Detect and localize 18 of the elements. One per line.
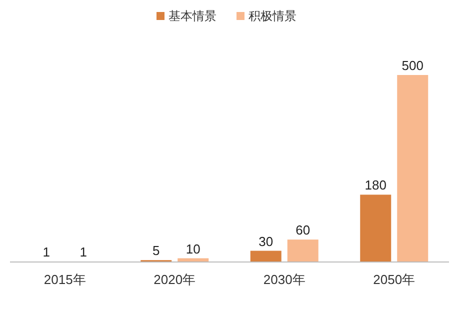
bar xyxy=(360,194,392,262)
legend-label: 基本情景 xyxy=(168,9,216,23)
data-label: 500 xyxy=(402,58,424,73)
x-tick-label: 2050年 xyxy=(373,272,416,287)
data-label: 180 xyxy=(364,178,386,193)
data-label: 5 xyxy=(152,243,160,258)
data-label: 10 xyxy=(186,241,200,256)
data-label: 1 xyxy=(80,244,87,260)
bar xyxy=(250,250,282,262)
data-label: 30 xyxy=(258,234,274,249)
x-tick-label: 2020年 xyxy=(154,272,196,287)
data-label: 1 xyxy=(42,244,50,260)
x-tick-label: 2015年 xyxy=(44,272,86,287)
x-tick-label: 2030年 xyxy=(263,272,306,287)
data-label: 60 xyxy=(296,222,310,238)
legend-label: 积极情景 xyxy=(248,9,296,23)
bar xyxy=(287,240,318,262)
bar xyxy=(397,75,428,262)
